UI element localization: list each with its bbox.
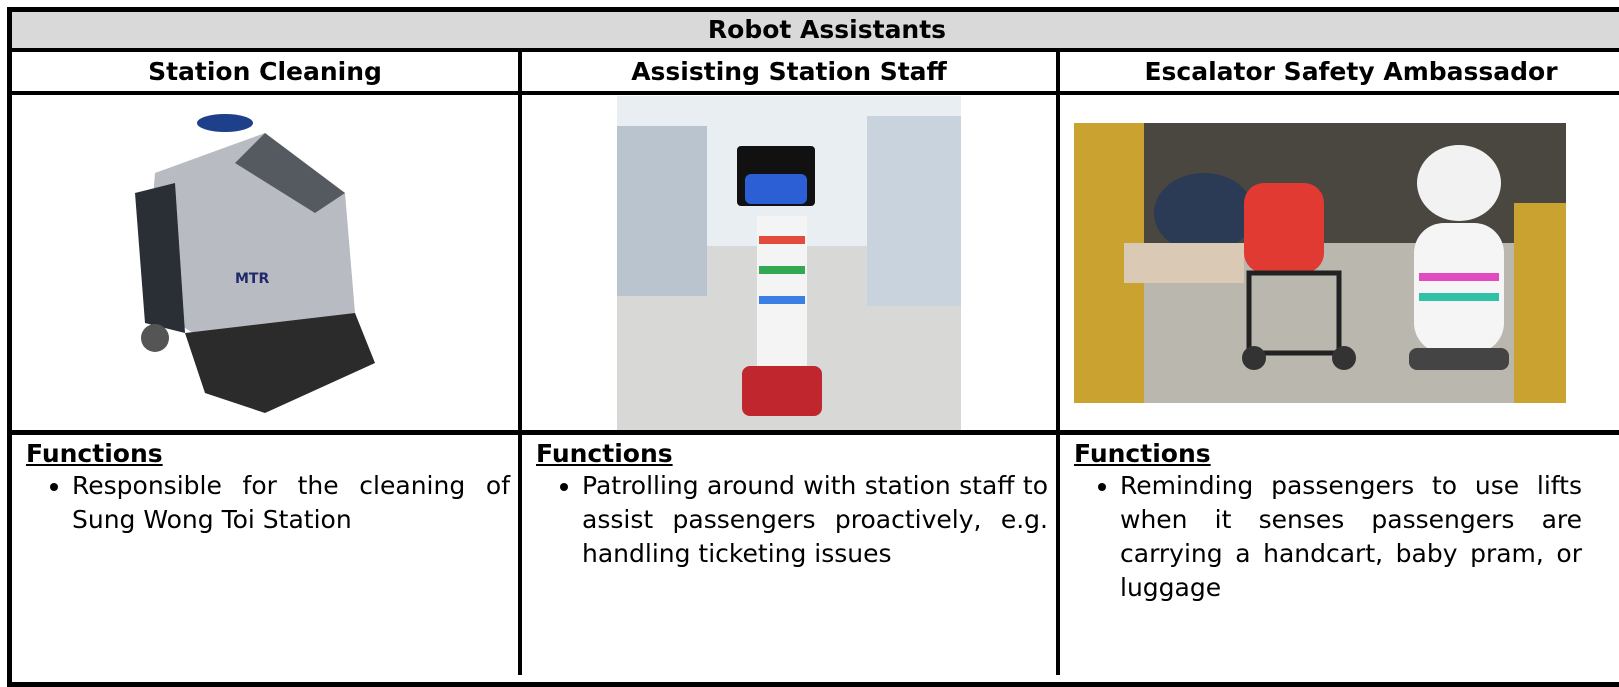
ambassador-robot-image — [1074, 122, 1566, 403]
robot-table: Robot Assistants Station Cleaning Assist… — [7, 7, 1619, 687]
table-title: Robot Assistants — [12, 12, 1619, 52]
image-row: MTR — [12, 95, 1619, 435]
page: Robot Assistants Station Cleaning Assist… — [0, 0, 1619, 657]
cleaning-robot-image: MTR — [135, 113, 375, 413]
image-cell: MTR — [12, 95, 522, 435]
functions-label: Functions — [1074, 439, 1211, 468]
functions-list: Responsible for the cleaning of Sung Won… — [26, 469, 510, 537]
column-heading: Station Cleaning — [12, 52, 522, 95]
function-item: Reminding passengers to use lifts when i… — [1120, 469, 1582, 605]
functions-list: Reminding passengers to use lifts when i… — [1074, 469, 1582, 605]
functions-list: Patrolling around with station staff to … — [536, 469, 1048, 571]
function-item: Patrolling around with station staff to … — [582, 469, 1048, 571]
functions-cell: Functions Patrolling around with station… — [522, 435, 1060, 675]
image-cell — [522, 95, 1060, 435]
function-item: Responsible for the cleaning of Sung Won… — [72, 469, 510, 537]
svg-text:MTR: MTR — [235, 271, 269, 287]
staff-robot-image — [617, 95, 961, 430]
functions-label: Functions — [26, 439, 163, 468]
functions-row: Functions Responsible for the cleaning o… — [12, 435, 1619, 675]
functions-cell: Functions Responsible for the cleaning o… — [12, 435, 522, 675]
column-heading: Escalator Safety Ambassador — [1060, 52, 1619, 95]
image-cell — [1060, 95, 1619, 435]
column-heading: Assisting Station Staff — [522, 52, 1060, 95]
header-row: Station Cleaning Assisting Station Staff… — [12, 52, 1619, 95]
functions-cell: Functions Reminding passengers to use li… — [1060, 435, 1619, 675]
functions-label: Functions — [536, 439, 673, 468]
